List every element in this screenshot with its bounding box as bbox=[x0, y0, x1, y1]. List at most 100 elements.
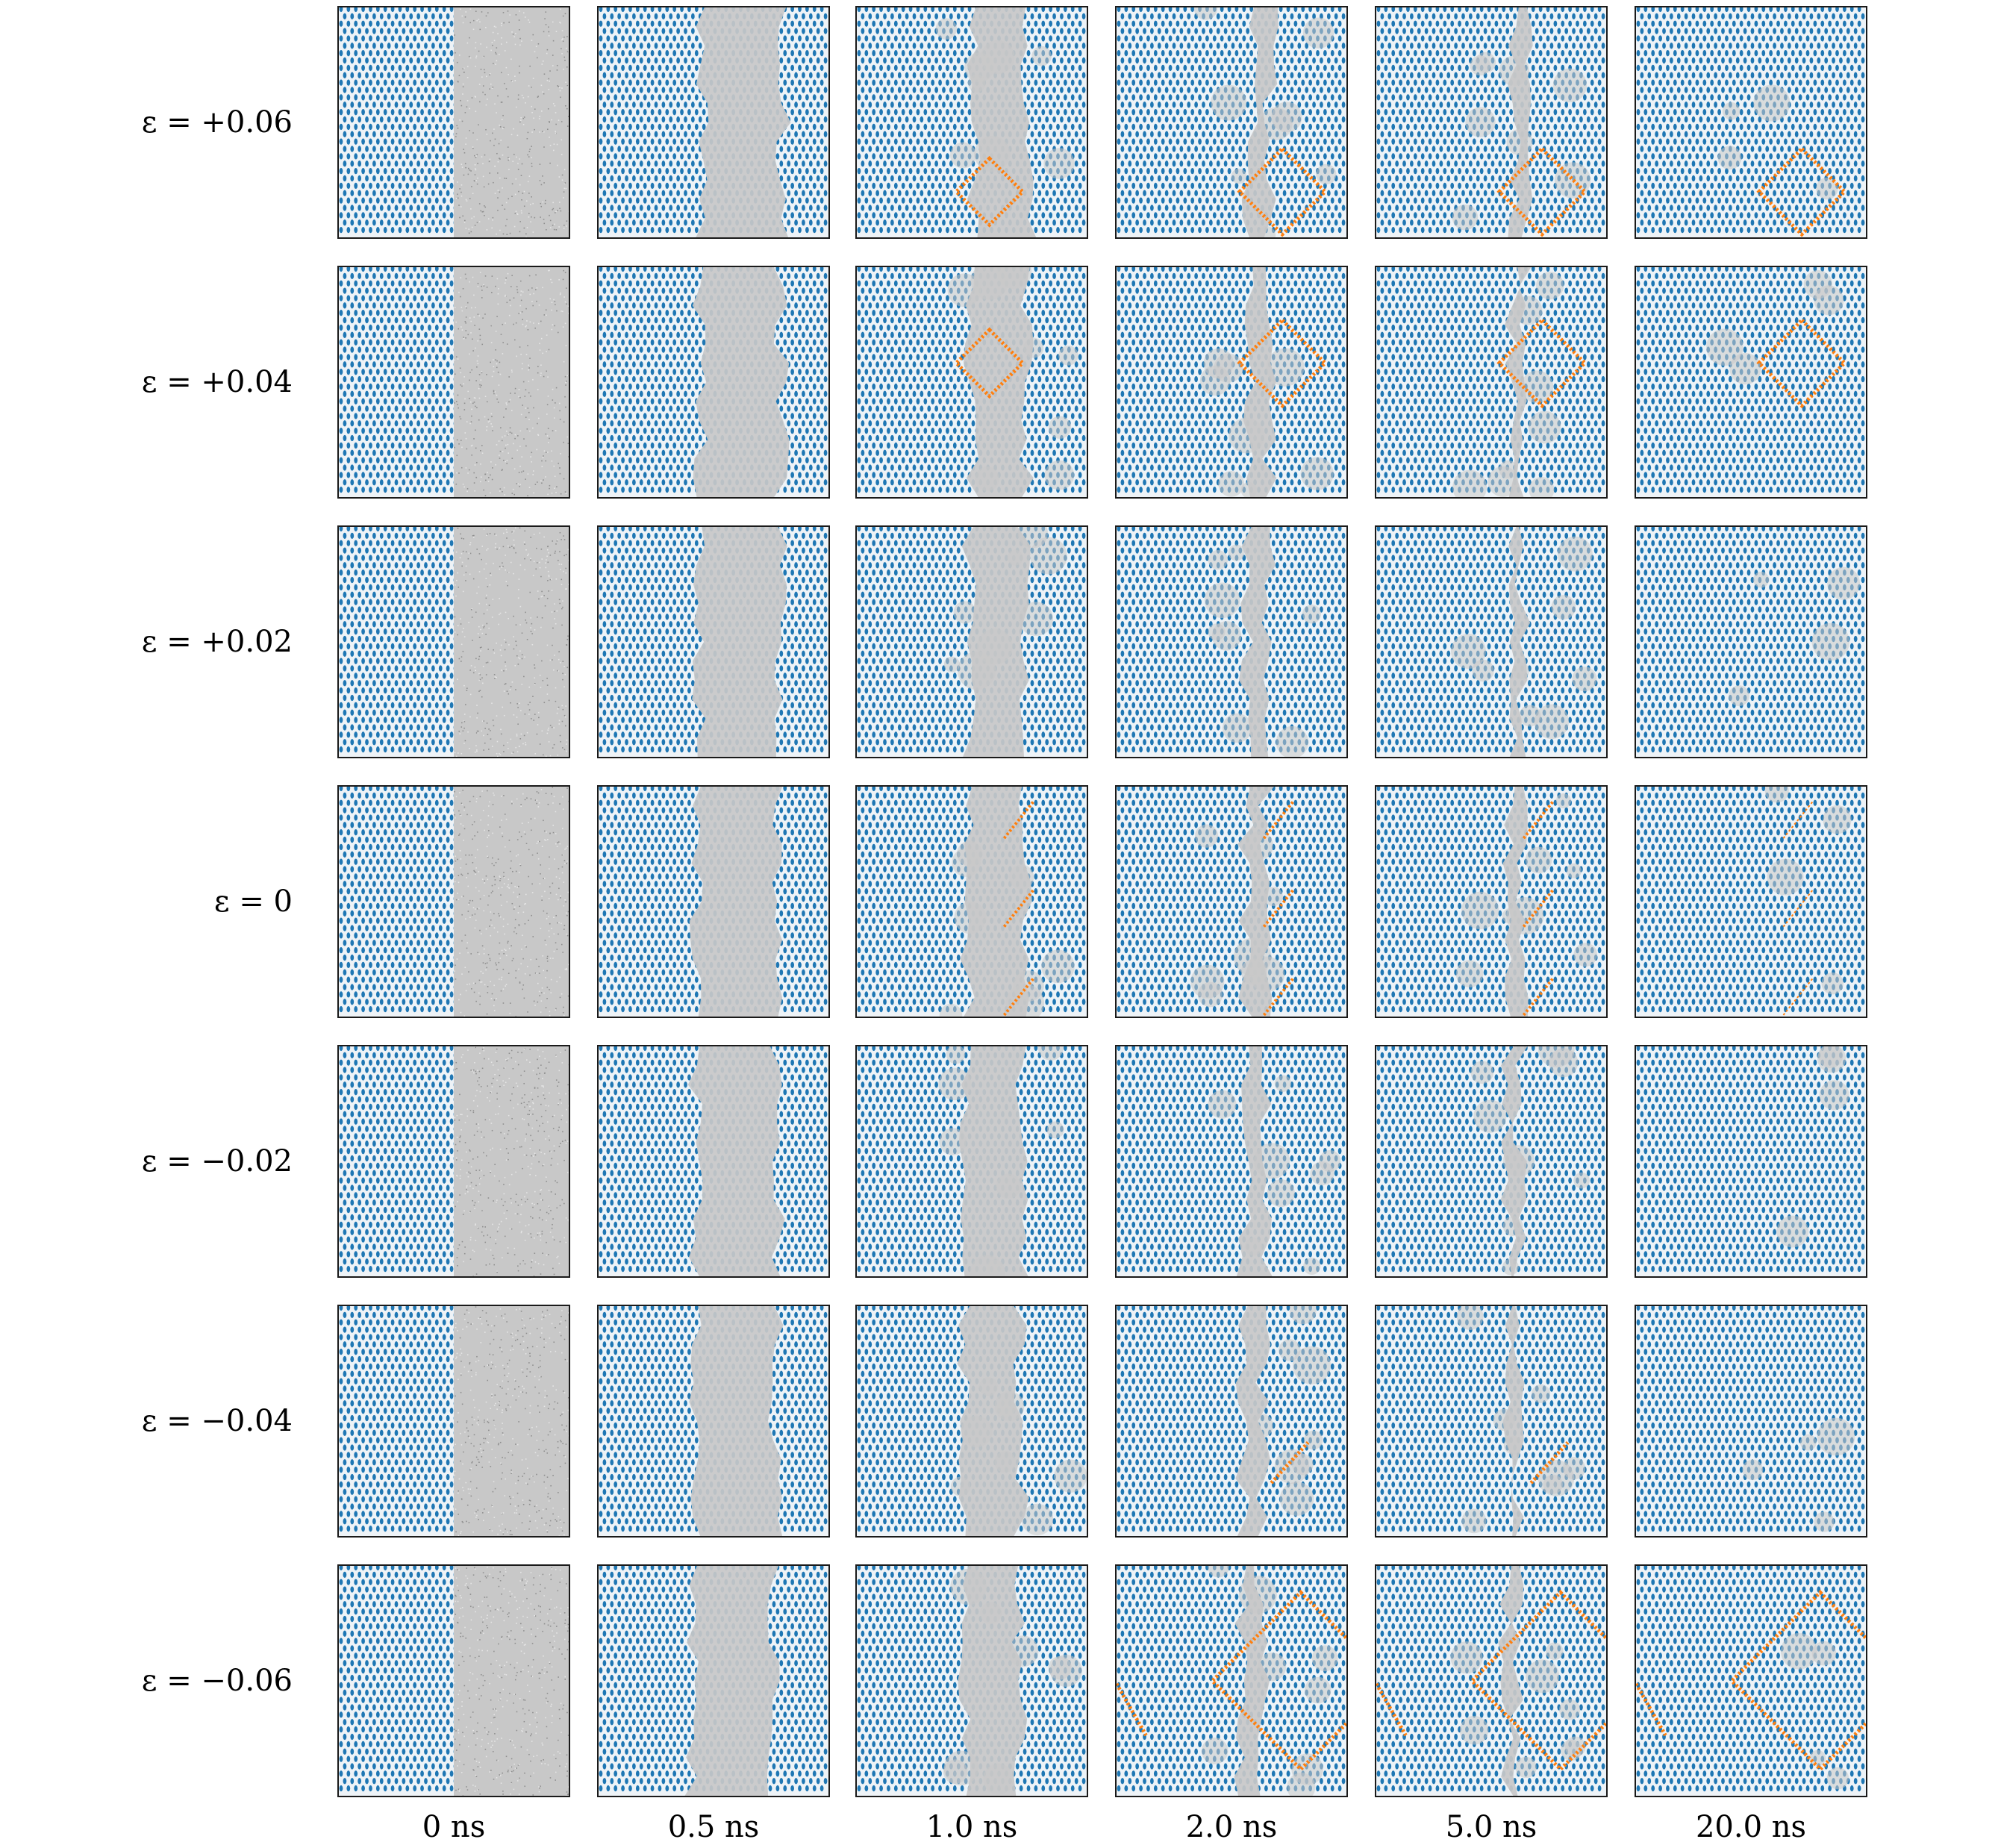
snapshot-panel bbox=[855, 1305, 1088, 1538]
atom-snapshot bbox=[1117, 1566, 1346, 1796]
snapshot-panel bbox=[1375, 785, 1608, 1018]
amorphous-region bbox=[685, 1566, 780, 1796]
atom-snapshot bbox=[1636, 527, 1866, 757]
snapshot-panel bbox=[1115, 266, 1348, 499]
snapshot-panel bbox=[1115, 1045, 1348, 1278]
snapshot-panel bbox=[1635, 1045, 1867, 1278]
atom-snapshot bbox=[1636, 1306, 1866, 1536]
column-label-time: 1.0 ns bbox=[855, 1806, 1088, 1848]
snapshot-panel bbox=[855, 1564, 1088, 1797]
atom-snapshot bbox=[339, 1306, 569, 1536]
snapshot-panel bbox=[1375, 1305, 1608, 1538]
atom-snapshot bbox=[1117, 787, 1346, 1017]
atom-snapshot bbox=[1117, 267, 1346, 497]
atom-snapshot bbox=[599, 7, 828, 237]
snapshot-panel bbox=[1635, 785, 1867, 1018]
panel-background bbox=[1376, 1306, 1606, 1536]
panel-background bbox=[1376, 267, 1606, 497]
atom-snapshot bbox=[599, 1306, 828, 1536]
snapshot-panel bbox=[1635, 525, 1867, 758]
row-label-strain: ε = −0.04 bbox=[0, 1399, 293, 1443]
panel-background bbox=[1636, 7, 1866, 237]
amorphous-region bbox=[693, 267, 790, 497]
snapshot-panel bbox=[337, 785, 570, 1018]
snapshot-panel bbox=[337, 525, 570, 758]
snapshot-panel bbox=[1115, 1305, 1348, 1538]
row-label-strain: ε = −0.06 bbox=[0, 1658, 293, 1703]
amorphous-region bbox=[454, 527, 569, 757]
snapshot-panel bbox=[855, 525, 1088, 758]
atom-snapshot bbox=[1376, 1566, 1606, 1796]
atom-snapshot bbox=[857, 267, 1087, 497]
atom-snapshot bbox=[1376, 7, 1606, 237]
snapshot-panel bbox=[1115, 525, 1348, 758]
snapshot-panel bbox=[337, 1564, 570, 1797]
column-label-time: 20.0 ns bbox=[1635, 1806, 1867, 1848]
atom-snapshot bbox=[339, 527, 569, 757]
snapshot-panel bbox=[1635, 266, 1867, 499]
atom-snapshot bbox=[599, 527, 828, 757]
panel-background bbox=[1376, 1046, 1606, 1276]
amorphous-region bbox=[454, 1306, 569, 1536]
atom-snapshot bbox=[1636, 267, 1866, 497]
snapshot-panel bbox=[1635, 6, 1867, 239]
amorphous-region bbox=[692, 527, 787, 757]
snapshot-panel bbox=[1375, 266, 1608, 499]
atom-snapshot bbox=[1636, 7, 1866, 237]
snapshot-panel bbox=[1635, 1564, 1867, 1797]
row-label-strain: ε = +0.06 bbox=[0, 100, 293, 145]
atom-snapshot bbox=[1117, 1306, 1346, 1536]
atom-snapshot bbox=[1636, 1566, 1866, 1796]
atom-snapshot bbox=[599, 787, 828, 1017]
snapshot-panel bbox=[1375, 525, 1608, 758]
amorphous-region bbox=[690, 787, 782, 1017]
atom-snapshot bbox=[1376, 787, 1606, 1017]
snapshot-panel bbox=[1115, 1564, 1348, 1797]
atom-snapshot bbox=[1636, 1046, 1866, 1276]
snapshot-panel bbox=[855, 266, 1088, 499]
row-label-strain: ε = −0.02 bbox=[0, 1139, 293, 1184]
atom-snapshot bbox=[857, 787, 1087, 1017]
row-label-strain: ε = +0.02 bbox=[0, 619, 293, 664]
atom-snapshot bbox=[857, 527, 1087, 757]
column-label-time: 0.5 ns bbox=[597, 1806, 830, 1848]
row-label-strain: ε = 0 bbox=[0, 879, 293, 924]
atom-snapshot bbox=[339, 7, 569, 237]
snapshot-panel bbox=[855, 6, 1088, 239]
snapshot-panel bbox=[597, 785, 830, 1018]
amorphous-region bbox=[454, 787, 569, 1017]
snapshot-panel bbox=[337, 1305, 570, 1538]
amorphous-region bbox=[454, 7, 569, 237]
atom-snapshot bbox=[339, 787, 569, 1017]
snapshot-panel bbox=[1375, 1564, 1608, 1797]
panel-background bbox=[1117, 1046, 1346, 1276]
atom-snapshot bbox=[1636, 787, 1866, 1017]
snapshot-panel bbox=[855, 785, 1088, 1018]
atom-snapshot bbox=[1376, 1046, 1606, 1276]
snapshot-panel bbox=[1375, 1045, 1608, 1278]
amorphous-region bbox=[454, 1566, 569, 1796]
snapshot-panel bbox=[1115, 6, 1348, 239]
snapshot-panel bbox=[855, 1045, 1088, 1278]
atom-snapshot bbox=[857, 1306, 1087, 1536]
atom-snapshot bbox=[1117, 527, 1346, 757]
panel-background bbox=[1117, 787, 1346, 1017]
amorphous-region bbox=[454, 267, 569, 497]
panel-background bbox=[1636, 1566, 1866, 1796]
snapshot-panel bbox=[597, 266, 830, 499]
column-label-time: 0 ns bbox=[337, 1806, 570, 1848]
snapshot-panel bbox=[1115, 785, 1348, 1018]
snapshot-panel bbox=[597, 1564, 830, 1797]
snapshot-panel bbox=[1375, 6, 1608, 239]
atom-snapshot bbox=[599, 1566, 828, 1796]
amorphous-region bbox=[454, 1046, 569, 1276]
row-label-strain: ε = +0.04 bbox=[0, 360, 293, 405]
panel-background bbox=[1376, 1566, 1606, 1796]
snapshot-panel bbox=[337, 266, 570, 499]
snapshot-panel bbox=[337, 6, 570, 239]
atom-snapshot bbox=[599, 1046, 828, 1276]
amorphous-region bbox=[688, 1046, 785, 1276]
atom-snapshot bbox=[339, 267, 569, 497]
atom-snapshot bbox=[1117, 7, 1346, 237]
atom-snapshot bbox=[1376, 527, 1606, 757]
